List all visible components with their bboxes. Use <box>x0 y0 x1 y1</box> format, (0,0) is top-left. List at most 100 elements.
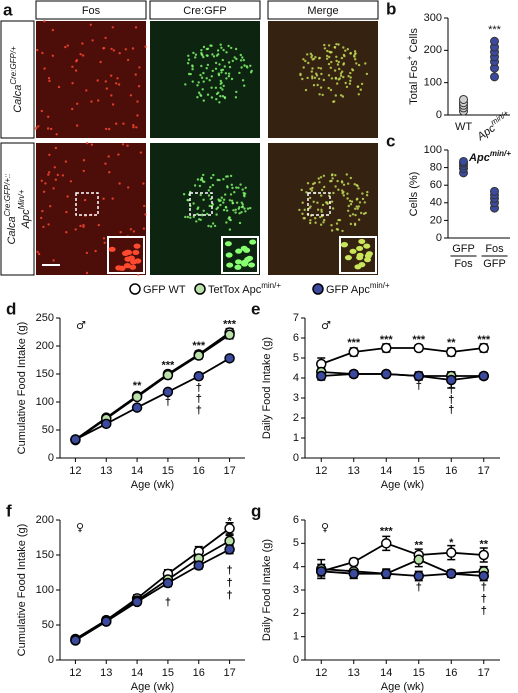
cell-dot <box>242 58 245 62</box>
cell-dot <box>354 52 357 55</box>
cell-dot <box>312 182 315 186</box>
cell-dot <box>126 144 129 147</box>
cell-dot <box>212 55 216 58</box>
data-point <box>224 523 235 534</box>
cell-dot <box>202 99 205 102</box>
cell-dot <box>222 178 225 181</box>
cell-dot <box>306 76 309 80</box>
cell-dot <box>330 224 333 227</box>
cell-dot <box>66 195 69 198</box>
significance: † <box>165 597 171 609</box>
cell-dot <box>357 93 360 96</box>
cell-dot <box>357 205 360 208</box>
cell-dot <box>235 90 238 94</box>
significance: † <box>227 577 233 589</box>
cell-dot <box>144 45 147 48</box>
cell-dot <box>354 207 357 210</box>
significance: *** <box>347 337 361 349</box>
cell-dot <box>325 57 329 60</box>
x-tick-numerator: GFP <box>452 243 475 255</box>
cell-dot <box>104 80 108 83</box>
cell-dot <box>220 81 223 85</box>
cell-dot <box>243 195 246 198</box>
inset-cell <box>349 248 357 254</box>
cell-dot <box>354 58 357 61</box>
cell-dot <box>240 211 243 214</box>
cell-dot <box>230 77 234 81</box>
y-tick-label: 2 <box>293 607 299 619</box>
cell-dot <box>90 143 94 146</box>
cell-dot <box>209 225 213 228</box>
cell-dot <box>139 151 143 154</box>
cell-dot <box>359 88 362 91</box>
cell-dot <box>320 194 323 197</box>
x-tick-denominator: Fos <box>454 258 473 270</box>
legend-label-part: min/+ <box>261 281 281 290</box>
cell-dot <box>201 180 205 183</box>
y-tick-label: 50 <box>42 424 54 436</box>
cell-dot <box>222 198 226 201</box>
cell-dot <box>195 220 198 223</box>
cell-dot <box>330 60 333 64</box>
cell-dot <box>341 229 344 233</box>
cell-dot <box>246 207 250 210</box>
cell-dot <box>222 48 225 52</box>
cell-dot <box>200 176 204 180</box>
row-label: CalcaCre:GFP/+:: <box>3 173 18 244</box>
cell-dot <box>319 176 323 179</box>
cell-dot <box>214 86 218 90</box>
cell-dot <box>331 207 335 210</box>
cell-dot <box>235 57 238 61</box>
cell-dot <box>328 50 331 53</box>
cell-dot <box>64 45 67 49</box>
y-tick-label: 2 <box>293 412 299 424</box>
cell-dot <box>192 215 195 218</box>
cell-dot <box>202 198 205 201</box>
data-point <box>131 391 143 403</box>
data-point <box>224 329 235 341</box>
cell-dot <box>223 96 226 99</box>
y-axis-label: Daily Food Intake (g) <box>261 539 273 641</box>
cell-dot <box>37 125 40 128</box>
cell-dot <box>245 65 248 68</box>
cell-dot <box>345 173 348 176</box>
cell-dot <box>323 47 327 50</box>
inset-cell <box>358 238 366 245</box>
legend-marker <box>129 283 141 295</box>
cell-dot <box>357 63 361 67</box>
cell-dot <box>53 166 56 169</box>
data-dot <box>459 94 468 104</box>
cell-dot <box>310 56 313 59</box>
cell-dot <box>303 217 306 220</box>
y-axis-label-part: Cells (%) <box>408 172 420 217</box>
significance: ** <box>133 380 142 392</box>
cell-dot <box>202 45 206 49</box>
cell-dot <box>135 126 138 129</box>
y-tick-label: 5 <box>293 537 299 549</box>
cell-dot <box>330 51 333 54</box>
cell-dot <box>55 133 58 136</box>
cell-dot <box>110 94 113 97</box>
data-point <box>162 577 174 589</box>
cell-dot <box>228 228 232 231</box>
cell-dot <box>199 193 202 197</box>
cell-dot <box>201 88 204 91</box>
data-point <box>381 368 392 380</box>
cell-dot <box>65 210 68 214</box>
inset-cell <box>121 250 129 256</box>
cell-dot <box>104 127 108 131</box>
cell-dot <box>219 79 222 83</box>
x-tick-label: 13 <box>100 667 112 679</box>
cell-dot <box>234 96 238 99</box>
significance: ** <box>479 538 488 550</box>
cell-dot <box>119 231 122 234</box>
data-point <box>193 560 204 571</box>
data-point <box>101 418 112 430</box>
cell-dot <box>241 79 245 82</box>
cell-dot <box>42 225 45 229</box>
cell-dot <box>334 76 337 80</box>
cell-dot <box>211 69 214 73</box>
panel-letter: c <box>386 131 395 150</box>
data-point <box>316 566 327 577</box>
y-tick-label: 250 <box>36 312 54 324</box>
